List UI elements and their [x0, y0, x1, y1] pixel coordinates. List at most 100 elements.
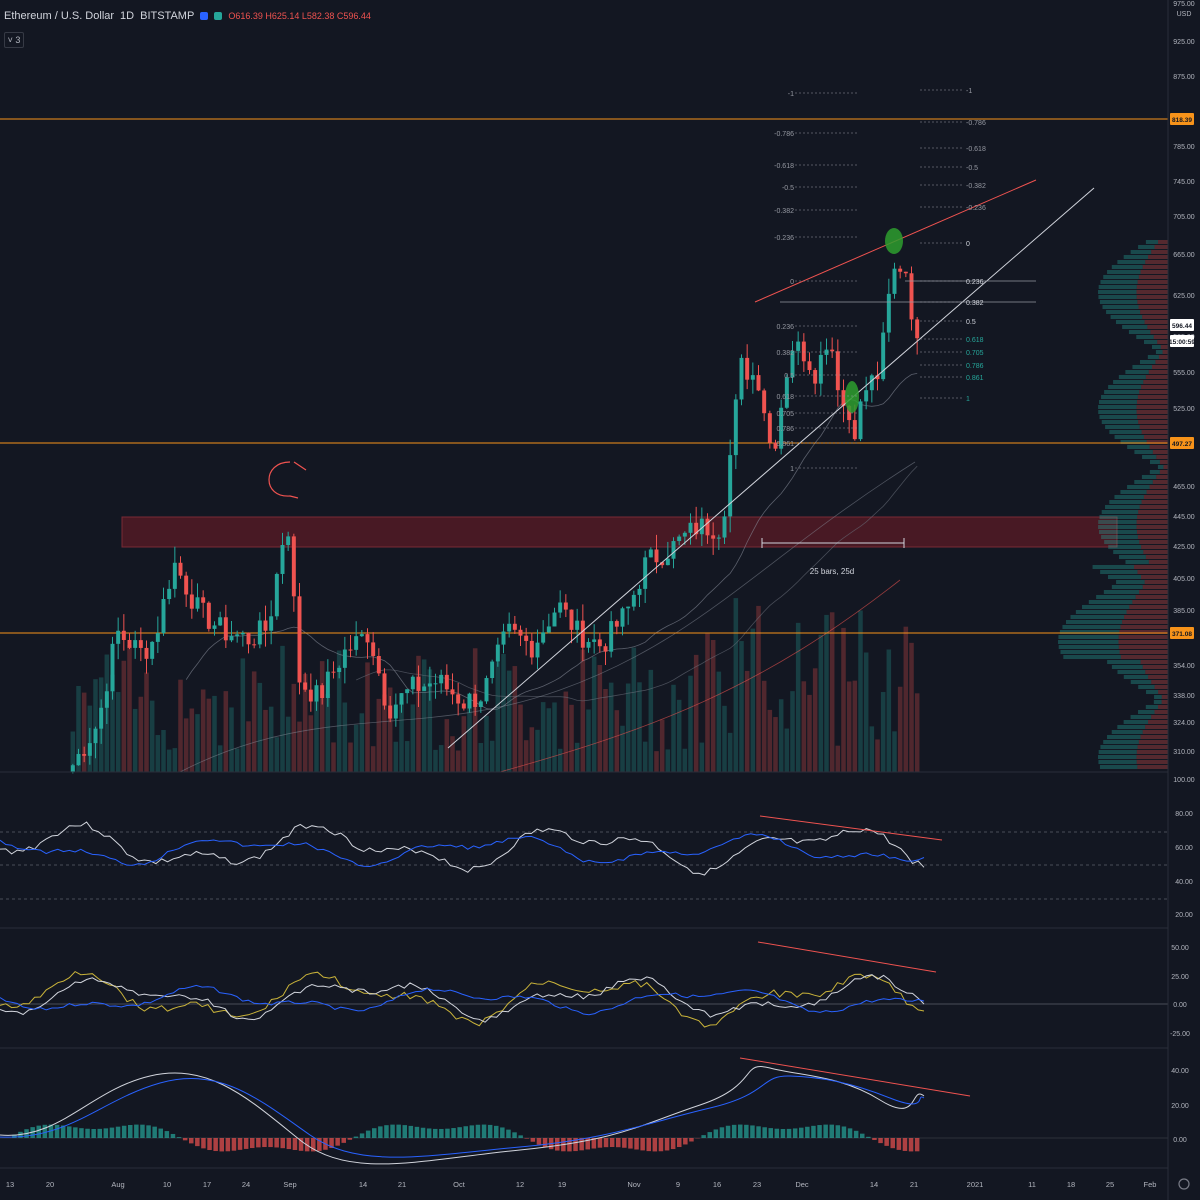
- volume-profile-down: [1137, 535, 1168, 539]
- ohlc-values: O616.39 H625.14 L582.38 C596.44: [228, 11, 371, 21]
- time-tick-label: 21: [910, 1180, 918, 1189]
- rsi-tick-label: 40.00: [1175, 879, 1193, 886]
- osc-divergence-line: [757, 941, 937, 973]
- candle-body: [558, 602, 563, 613]
- candle-body: [682, 532, 687, 537]
- macd-histogram-bar: [140, 1124, 145, 1138]
- volume-bar: [308, 715, 314, 772]
- volume-profile-up: [1098, 525, 1137, 529]
- candle-body: [76, 754, 81, 766]
- candle-body: [218, 617, 223, 626]
- volume-bar: [563, 691, 569, 772]
- macd-histogram-bar: [853, 1130, 859, 1138]
- macd-histogram-bar: [231, 1138, 237, 1151]
- candle-body: [246, 632, 251, 645]
- volume-profile-up: [1117, 670, 1146, 674]
- fib-left-label: 1: [790, 466, 794, 473]
- volume-profile-up: [1115, 320, 1145, 324]
- candle-body: [257, 620, 262, 645]
- volume-profile-up: [1099, 300, 1138, 304]
- volume-bar: [659, 719, 665, 772]
- volume-profile-down: [1118, 645, 1168, 649]
- volume-bar: [183, 718, 189, 772]
- time-tick-label: 18: [1067, 1180, 1075, 1189]
- volume-profile-up: [1145, 240, 1159, 244]
- volume-bar: [654, 751, 659, 772]
- macd-histogram-bar: [115, 1126, 121, 1138]
- volume-bar: [274, 737, 280, 772]
- volume-profile-up: [1147, 355, 1159, 359]
- volume-bar: [512, 666, 518, 772]
- volume-profile-down: [1141, 575, 1168, 579]
- volume-profile-down: [1158, 690, 1168, 694]
- volume-profile-up: [1114, 495, 1144, 499]
- price-badge: [1170, 335, 1194, 347]
- volume-profile-up: [1098, 755, 1137, 759]
- macd-histogram-bar: [451, 1128, 456, 1138]
- fib-right-label: -0.236: [966, 205, 986, 212]
- indicators-toggle-button[interactable]: ˅ 3: [4, 32, 24, 48]
- volume-bar: [229, 707, 234, 772]
- symbol-title[interactable]: Ethereum / U.S. Dollar: [4, 10, 115, 22]
- price-axis-top-label: 975.00: [1173, 1, 1195, 8]
- macd-histogram-bar: [609, 1138, 615, 1148]
- price-badge: [1170, 113, 1194, 125]
- macd-histogram-bar: [250, 1138, 255, 1149]
- macd-histogram-bar: [530, 1138, 536, 1142]
- volume-profile-down: [1160, 345, 1168, 349]
- candle-body: [881, 332, 886, 380]
- time-tick-label: Nov: [627, 1180, 641, 1189]
- volume-bar: [444, 719, 450, 772]
- macd-histogram-bar: [616, 1138, 621, 1148]
- fib-left-label: 0.786: [776, 426, 794, 433]
- volume-profile-up: [1141, 475, 1157, 479]
- volume-bar: [699, 742, 705, 772]
- volume-bar: [223, 691, 229, 772]
- candle-body: [433, 683, 438, 685]
- volume-bar: [331, 742, 336, 772]
- macd-histogram-bar: [298, 1138, 304, 1151]
- volume-profile-down: [1154, 245, 1168, 249]
- candle-body: [87, 743, 92, 756]
- volume-bar: [450, 736, 455, 772]
- volume-bar: [801, 681, 807, 772]
- macd-histogram-bar: [506, 1129, 511, 1138]
- volume-profile-up: [1104, 390, 1140, 394]
- candle-body: [597, 639, 602, 647]
- macd-histogram-bar: [731, 1124, 737, 1138]
- macd-histogram-bar: [103, 1128, 109, 1138]
- candle-body: [461, 703, 466, 709]
- candle-body: [184, 575, 189, 595]
- flag-icon[interactable]: [200, 12, 209, 20]
- volume-profile-down: [1120, 625, 1168, 629]
- macd-histogram-bar: [146, 1125, 151, 1138]
- candle-body: [903, 271, 908, 274]
- candle-body: [807, 361, 812, 371]
- macd-histogram-bar: [860, 1133, 865, 1138]
- macd-histogram-bar: [219, 1138, 224, 1152]
- candle-body: [541, 632, 546, 643]
- volume-bar: [535, 729, 540, 772]
- macd-histogram-bar: [634, 1138, 639, 1150]
- volume-profile-up: [1139, 360, 1156, 364]
- macd-histogram-bar: [237, 1138, 243, 1150]
- volume-bar: [161, 729, 166, 772]
- candle-body: [70, 765, 75, 773]
- fib-right-label: 0.705: [966, 350, 984, 357]
- resistance-zone-layer: [121, 516, 1118, 548]
- macd-histogram-bar: [628, 1138, 633, 1149]
- volume-profile-down: [1161, 695, 1168, 699]
- time-tick-label: Feb: [1144, 1180, 1157, 1189]
- volume-bar: [903, 626, 909, 772]
- price-tick-label: 385.00: [1173, 608, 1195, 615]
- time-tick-label: 24: [242, 1180, 250, 1189]
- settings-gear-icon[interactable]: [1178, 1178, 1190, 1190]
- time-tick-label: Oct: [453, 1180, 466, 1189]
- macd-histogram-bar: [268, 1138, 273, 1148]
- macd-histogram-bar: [579, 1138, 584, 1151]
- macd-histogram-bar: [664, 1138, 670, 1151]
- volume-profile-down: [1136, 290, 1168, 294]
- interval-label[interactable]: 1D: [120, 10, 135, 22]
